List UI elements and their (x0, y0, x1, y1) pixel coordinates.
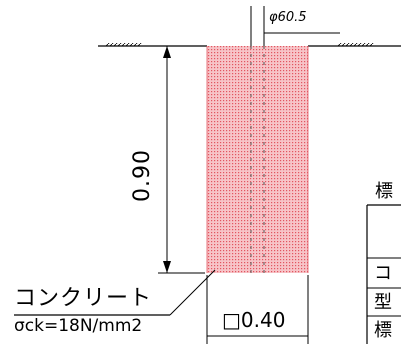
height-dimension-label: 0.90 (130, 149, 155, 202)
table-title: 標 (375, 181, 393, 202)
pipe-diameter-label: φ60.5 (269, 10, 307, 25)
table-cell-3: 標 (374, 320, 392, 341)
pipe-post (250, 6, 265, 273)
height-dimension (158, 45, 205, 274)
table-cell-2: 型 (374, 292, 392, 313)
material-leader (14, 269, 216, 316)
width-dimension (206, 275, 309, 344)
table-cell-1: コ (374, 263, 392, 284)
spec-table-frame (366, 204, 401, 344)
ground-line-right (308, 43, 401, 47)
material-strength: σck=18N/mm2 (14, 316, 143, 336)
concrete-foundation (207, 46, 308, 273)
width-dimension-label: □0.40 (222, 308, 286, 332)
material-name: コンクリート (14, 286, 153, 311)
